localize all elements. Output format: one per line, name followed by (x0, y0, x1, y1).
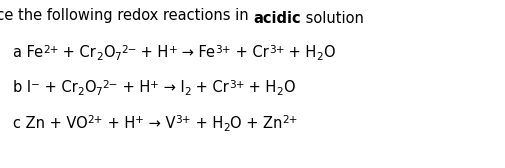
Text: solution: solution (300, 11, 363, 26)
Text: +: + (149, 80, 159, 90)
Text: 2: 2 (223, 123, 230, 133)
Text: → Fe: → Fe (177, 45, 215, 60)
Text: O: O (84, 80, 95, 95)
Text: + H: + H (284, 45, 316, 60)
Text: + H: + H (117, 80, 149, 95)
Text: + H: + H (191, 116, 223, 131)
Text: + H: + H (244, 80, 276, 95)
Text: 2: 2 (316, 52, 323, 62)
Text: +: + (135, 115, 144, 125)
Text: + Cr: + Cr (191, 80, 228, 95)
Text: 3+: 3+ (175, 115, 191, 125)
Text: 2+: 2+ (87, 115, 103, 125)
Text: 2: 2 (77, 87, 84, 97)
Text: b I: b I (13, 80, 31, 95)
Text: +: + (168, 45, 177, 55)
Text: 2: 2 (184, 87, 191, 97)
Text: + Cr: + Cr (58, 45, 96, 60)
Text: O: O (103, 45, 114, 60)
Text: 2.   Balance the following redox reactions in: 2. Balance the following redox reactions… (0, 8, 252, 23)
Text: + H: + H (136, 45, 168, 60)
Text: a Fe: a Fe (13, 45, 43, 60)
Text: −: − (31, 80, 39, 90)
Text: 7: 7 (114, 52, 121, 62)
Text: + Cr: + Cr (231, 45, 268, 60)
Text: 2+: 2+ (282, 115, 297, 125)
Text: → I: → I (159, 80, 184, 95)
Text: 2: 2 (276, 87, 283, 97)
Text: 2+: 2+ (43, 45, 58, 55)
Text: 3+: 3+ (228, 80, 244, 90)
Text: 2−: 2− (121, 45, 136, 55)
Text: O: O (283, 80, 294, 95)
Text: + Cr: + Cr (39, 80, 77, 95)
Text: c Zn + VO: c Zn + VO (13, 116, 87, 131)
Text: O: O (323, 45, 334, 60)
Text: 7: 7 (95, 87, 102, 97)
Text: 2: 2 (96, 52, 103, 62)
Text: + H: + H (103, 116, 135, 131)
Text: 3+: 3+ (268, 45, 284, 55)
Text: 2−: 2− (102, 80, 117, 90)
Text: → V: → V (144, 116, 175, 131)
Text: acidic: acidic (252, 11, 300, 26)
Text: O + Zn: O + Zn (230, 116, 282, 131)
Text: 3+: 3+ (215, 45, 231, 55)
